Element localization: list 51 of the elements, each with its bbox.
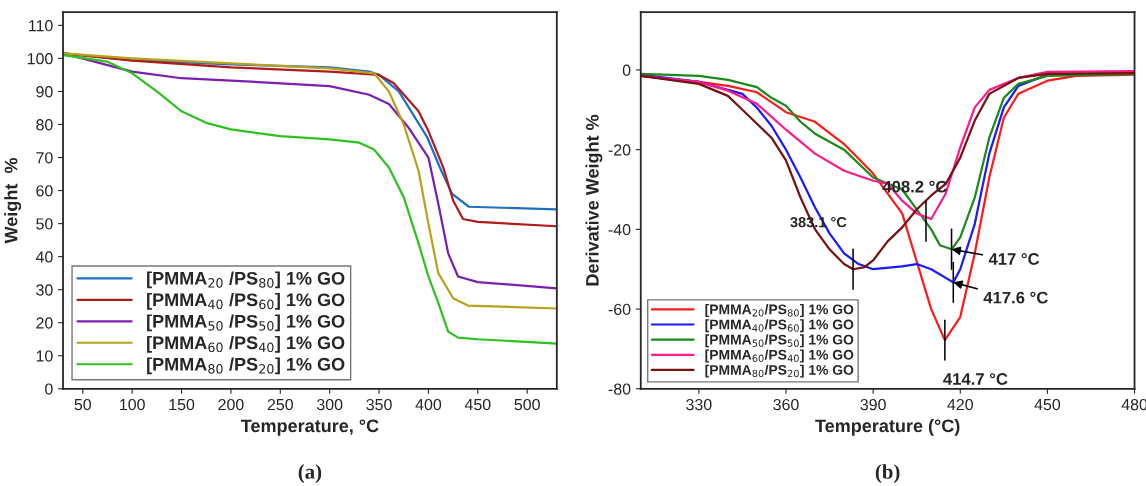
x-tick-label: 450 bbox=[464, 398, 491, 411]
legend-label: [PMMA$_{40}$/PS$_{60}$] 1% GO bbox=[705, 319, 854, 333]
x-tick-label: 330 bbox=[686, 398, 712, 411]
y-tick-label: 60 bbox=[36, 185, 53, 197]
annotation: 417 °C bbox=[988, 253, 1040, 265]
x-axis-title: Temperature (°C) bbox=[815, 418, 960, 436]
x-tick-label: 150 bbox=[169, 398, 195, 411]
x-tick-label: 300 bbox=[316, 398, 343, 411]
y-axis-title: Derivative Weight % bbox=[585, 114, 603, 286]
legend-label: [PMMA$_{50}$/PS$_{50}$] 1% GO bbox=[705, 334, 854, 348]
y-tick-label: -60 bbox=[608, 303, 631, 316]
x-tick-label: 450 bbox=[1034, 398, 1061, 411]
y-tick-label: 70 bbox=[36, 152, 53, 164]
y-tick-label: 90 bbox=[36, 86, 53, 98]
y-tick-label: 110 bbox=[29, 20, 53, 32]
y-tick-label: 0 bbox=[622, 64, 631, 76]
x-tick-label: 50 bbox=[74, 398, 92, 411]
x-tick-label: 390 bbox=[860, 398, 886, 411]
y-tick-label: 20 bbox=[36, 317, 53, 329]
annotation: 417.6 °C bbox=[983, 291, 1048, 304]
x-tick-label: 200 bbox=[218, 398, 244, 411]
y-tick-label: 10 bbox=[36, 350, 53, 362]
legend-label: [PMMA$_{20}$/PS$_{80}$] 1% GO bbox=[705, 304, 854, 318]
annotation: 414.7 °C bbox=[943, 373, 1008, 385]
legend-label: [PMMA$_{80}$/PS$_{20}$] 1% GO bbox=[705, 364, 854, 378]
text: (b) bbox=[875, 464, 900, 484]
legend-label: [PMMA$_{20}$ /PS$_{80}$] 1% GO bbox=[147, 271, 345, 289]
y-axis-title: Weight % bbox=[4, 157, 22, 244]
y-tick-label: 30 bbox=[36, 284, 53, 296]
y-tick-label: 40 bbox=[35, 251, 53, 263]
legend-label: [PMMA$_{60}$ /PS$_{40}$] 1% GO bbox=[147, 335, 345, 353]
x-tick-label: 350 bbox=[366, 398, 392, 411]
y-tick-label: -40 bbox=[608, 224, 631, 236]
x-tick-label: 250 bbox=[267, 398, 293, 411]
x-tick-label: 100 bbox=[120, 398, 145, 411]
x-tick-label: 400 bbox=[415, 398, 442, 411]
y-tick-label: 50 bbox=[36, 218, 53, 230]
legend-label: [PMMA$_{60}$/PS$_{40}$] 1% GO bbox=[705, 349, 854, 363]
text: (a) bbox=[298, 464, 322, 484]
legend-label: [PMMA$_{40}$ /PS$_{60}$] 1% GO bbox=[147, 292, 345, 310]
legend-label: [PMMA$_{50}$ /PS$_{50}$] 1% GO bbox=[147, 314, 345, 332]
y-tick-label: 100 bbox=[27, 53, 53, 65]
y-tick-label: 80 bbox=[36, 119, 53, 131]
x-tick-label: 360 bbox=[773, 398, 799, 411]
x-tick-label: 420 bbox=[947, 398, 973, 411]
y-tick-label: 0 bbox=[45, 383, 53, 395]
y-tick-label: -20 bbox=[608, 144, 631, 156]
y-tick-label: -80 bbox=[608, 383, 631, 395]
x-axis-title: Temperature, °C bbox=[240, 419, 379, 436]
x-tick-label: 500 bbox=[514, 398, 540, 411]
legend-label: [PMMA$_{80}$ /PS$_{20}$] 1% GO bbox=[147, 357, 345, 375]
